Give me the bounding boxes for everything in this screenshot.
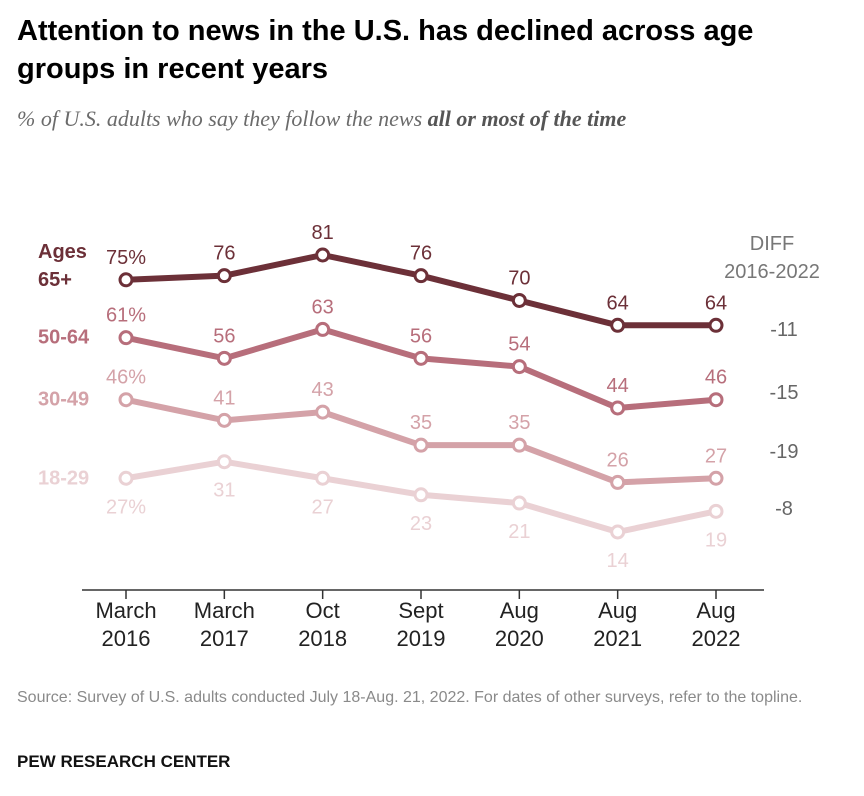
data-point [610, 474, 626, 490]
data-point [413, 268, 429, 284]
data-label: 35 [508, 412, 530, 434]
x-tick-label: 2019 [397, 626, 446, 651]
data-point [315, 321, 331, 337]
data-label: 27 [312, 496, 334, 518]
data-label: 76 [213, 243, 235, 265]
data-point [315, 470, 331, 486]
data-label: 56 [410, 325, 432, 347]
data-point [315, 247, 331, 263]
series-line [123, 252, 719, 329]
x-tick-label: 2017 [200, 626, 249, 651]
data-point [118, 392, 134, 408]
data-label: 21 [508, 521, 530, 543]
data-point [118, 470, 134, 486]
data-point [118, 272, 134, 288]
data-label: 76 [410, 243, 432, 265]
x-tick-label: 2020 [495, 626, 544, 651]
data-point [511, 495, 527, 511]
x-tick-label: Aug [696, 598, 735, 623]
data-label: 43 [312, 379, 334, 401]
subtitle-text: % of U.S. adults who say they follow the… [17, 106, 428, 131]
data-point [511, 359, 527, 375]
organization-name: PEW RESEARCH CENTER [17, 752, 231, 771]
data-point [708, 392, 724, 408]
data-point [413, 487, 429, 503]
x-tick-label: Aug [500, 598, 539, 623]
data-label: 64 [607, 292, 629, 314]
diff-value: -19 [770, 441, 799, 463]
x-tick-label: 2022 [692, 626, 741, 651]
diff-value: -15 [770, 382, 799, 404]
data-point [413, 350, 429, 366]
series-name: 65+ [38, 269, 72, 291]
data-label: 46% [106, 367, 146, 389]
x-tick-label: 2018 [298, 626, 347, 651]
x-tick-label: March [95, 598, 156, 623]
x-tick-label: Sept [398, 598, 443, 623]
diff-value: -11 [770, 319, 797, 341]
diff-header: DIFF [750, 233, 794, 255]
data-point [708, 470, 724, 486]
data-label: 19 [705, 529, 727, 551]
chart-subtitle: % of U.S. adults who say they follow the… [17, 104, 626, 134]
x-tick-label: Oct [306, 598, 340, 623]
data-label: 63 [312, 296, 334, 318]
data-point [708, 503, 724, 519]
data-point [216, 412, 232, 428]
data-label: 44 [607, 375, 629, 397]
data-point [216, 350, 232, 366]
x-tick-label: March [194, 598, 255, 623]
data-label: 54 [508, 334, 530, 356]
data-label: 75% [106, 247, 146, 269]
data-label: 35 [410, 412, 432, 434]
subtitle-emphasis: all or most of the time [427, 106, 627, 131]
data-point [216, 454, 232, 470]
data-point [315, 404, 331, 420]
data-label: 61% [106, 305, 146, 327]
chart-title: Attention to news in the U.S. has declin… [17, 15, 754, 85]
series-name: Ages [38, 241, 87, 263]
series-name: 18-29 [38, 467, 89, 489]
line-chart: March 2016 March 2017 Oct 2018 Sept 2019 Aug 2020… [38, 222, 820, 651]
data-label: 27% [106, 496, 146, 518]
data-point [118, 330, 134, 346]
data-point [413, 437, 429, 453]
data-label: 56 [213, 325, 235, 347]
data-label: 31 [213, 480, 235, 502]
data-point [511, 292, 527, 308]
data-point [216, 268, 232, 284]
data-label: 26 [607, 449, 629, 471]
data-point [610, 524, 626, 540]
series-name: 50-64 [38, 327, 90, 349]
data-point [610, 317, 626, 333]
data-label: 23 [410, 513, 432, 535]
data-label: 64 [705, 292, 727, 314]
data-point [708, 317, 724, 333]
data-label: 14 [607, 550, 629, 572]
data-label: 27 [705, 445, 727, 467]
data-point [511, 437, 527, 453]
source-note: Source: Survey of U.S. adults conducted … [17, 689, 803, 706]
diff-value: -8 [775, 498, 793, 520]
data-point [610, 400, 626, 416]
x-tick-label: 2021 [593, 626, 642, 651]
x-tick-label: 2016 [102, 626, 151, 651]
diff-header: 2016-2022 [724, 261, 820, 283]
data-label: 41 [213, 387, 235, 409]
data-label: 46 [705, 367, 727, 389]
series-name: 30-49 [38, 389, 89, 411]
data-label: 81 [312, 222, 334, 244]
data-label: 70 [508, 267, 530, 289]
x-tick-label: Aug [598, 598, 637, 623]
